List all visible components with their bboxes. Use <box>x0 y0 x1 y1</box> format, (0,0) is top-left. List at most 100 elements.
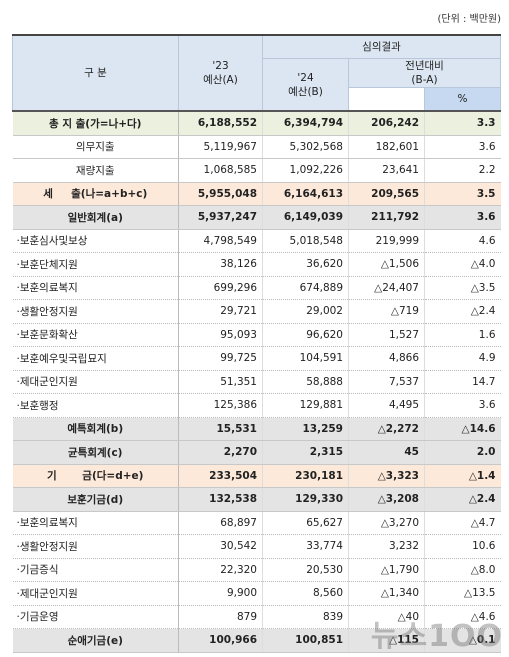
cell-value: 23,641 <box>348 158 425 183</box>
table-row: 재량지출 1,068,585 1,092,226 23,641 2.2 <box>12 158 501 183</box>
cell-value: △3.5 <box>424 276 501 300</box>
cell-value: 13,259 <box>262 417 349 441</box>
table-row: ·보훈심사및보상 4,798,549 5,018,548 219,999 4.6 <box>12 229 501 253</box>
cell-value: 45 <box>348 440 425 465</box>
cell-value: 7,537 <box>348 370 425 394</box>
cell-value: △719 <box>348 299 425 324</box>
cell-value: 3.6 <box>424 205 501 230</box>
cell-value: 100,966 <box>178 628 263 653</box>
watermark: 뉴스1OO <box>370 619 503 654</box>
cell-value: △0.1 <box>424 628 501 653</box>
cell-value: △1,340 <box>348 581 425 606</box>
cell-value: 14.7 <box>424 370 501 394</box>
cell-value: 104,591 <box>262 346 349 371</box>
table-row: ·보훈문화확산 95,093 96,620 1,527 1.6 <box>12 323 501 347</box>
cell-value: 95,093 <box>178 323 263 347</box>
table-row: ·보훈단체지원 38,126 36,620 △1,506 △4.0 <box>12 252 501 277</box>
cell-value: 1,527 <box>348 323 425 347</box>
cell-value: 125,386 <box>178 393 263 418</box>
cell-value: 209,565 <box>348 182 425 206</box>
header-cell: % <box>424 87 501 112</box>
cell-value: △3,323 <box>348 464 425 488</box>
cell-value: △1,790 <box>348 558 425 582</box>
row-label: 보훈기금(d) <box>12 487 179 512</box>
cell-value: 38,126 <box>178 252 263 277</box>
cell-value: △1,506 <box>348 252 425 277</box>
table-body: 총 지 출(가=나+다) 6,188,552 6,394,794 206,242 3.3… <box>12 110 501 653</box>
row-label: ·보훈예우및국립묘지 <box>12 346 179 371</box>
cell-value: 3.5 <box>424 182 501 206</box>
header-cell: 전년대비 (B-A) <box>348 58 501 88</box>
table-row: ·보훈의료복지 699,296 674,889 △24,407 △3.5 <box>12 276 501 300</box>
cell-value: 96,620 <box>262 323 349 347</box>
row-label: 순애기금(e) <box>12 628 179 653</box>
cell-value: 9,900 <box>178 581 263 606</box>
row-label: ·보훈심사및보상 <box>12 229 179 253</box>
table-row: ·보훈행정 125,386 129,881 4,495 3.6 <box>12 393 501 418</box>
cell-value: 211,792 <box>348 205 425 230</box>
cell-value: 4,495 <box>348 393 425 418</box>
cell-value: 3.3 <box>424 110 501 136</box>
cell-value: △24,407 <box>348 276 425 300</box>
cell-value: 182,601 <box>348 135 425 159</box>
cell-value: △13.5 <box>424 581 501 606</box>
cell-value: 30,542 <box>178 534 263 559</box>
table-row: ·생활안정지원 30,542 33,774 3,232 10.6 <box>12 534 501 559</box>
cell-value: 15,531 <box>178 417 263 441</box>
cell-value: 2.0 <box>424 440 501 465</box>
table-row: 균특회계(c) 2,270 2,315 45 2.0 <box>12 440 501 465</box>
cell-value: 6,188,552 <box>178 110 263 136</box>
cell-value: 4,798,549 <box>178 229 263 253</box>
table-row: ·생활안정지원 29,721 29,002 △719 △2.4 <box>12 299 501 324</box>
row-label: ·제대군인지원 <box>12 581 179 606</box>
row-label: 예특회계(b) <box>12 417 179 441</box>
row-label: ·보훈의료복지 <box>12 511 179 535</box>
cell-value: 2,270 <box>178 440 263 465</box>
row-label: 총 지 출(가=나+다) <box>12 110 179 136</box>
cell-value: 674,889 <box>262 276 349 300</box>
table-row: 일반회계(a) 5,937,247 6,149,039 211,792 3.6 <box>12 205 501 230</box>
cell-value: 6,394,794 <box>262 110 349 136</box>
cell-value: 68,897 <box>178 511 263 535</box>
cell-value: 129,881 <box>262 393 349 418</box>
budget-table: 구 분 '23 예산(A) 심의결과 '24 예산(B) 전년대비 (B-A) % 총… <box>12 34 501 653</box>
cell-value: 219,999 <box>348 229 425 253</box>
row-label: ·생활안정지원 <box>12 534 179 559</box>
cell-value: 3.6 <box>424 135 501 159</box>
table-row: ·제대군인지원 9,900 8,560 △1,340 △13.5 <box>12 581 501 606</box>
cell-value: 2,315 <box>262 440 349 465</box>
cell-value: △40 <box>348 605 425 629</box>
cell-value: 699,296 <box>178 276 263 300</box>
row-label: ·보훈문화확산 <box>12 323 179 347</box>
cell-value: 10.6 <box>424 534 501 559</box>
row-label: 기 금(다=d+e) <box>12 464 179 488</box>
cell-value: 233,504 <box>178 464 263 488</box>
table-row: ·기금증식 22,320 20,530 △1,790 △8.0 <box>12 558 501 582</box>
cell-value: 58,888 <box>262 370 349 394</box>
cell-value: 1,068,585 <box>178 158 263 183</box>
cell-value: 29,721 <box>178 299 263 324</box>
cell-value: 36,620 <box>262 252 349 277</box>
cell-value: 2.2 <box>424 158 501 183</box>
header-cell: '24 예산(B) <box>262 58 349 112</box>
cell-value: △14.6 <box>424 417 501 441</box>
cell-value: 5,018,548 <box>262 229 349 253</box>
row-label: ·생활안정지원 <box>12 299 179 324</box>
header-cell: '23 예산(A) <box>178 34 263 112</box>
row-label: 균특회계(c) <box>12 440 179 465</box>
header-cell: 심의결과 <box>262 34 501 59</box>
cell-value: 51,351 <box>178 370 263 394</box>
table-row: 기 금(다=d+e) 233,504 230,181 △3,323 △1.4 <box>12 464 501 488</box>
cell-value: 1.6 <box>424 323 501 347</box>
table-row: 보훈기금(d) 132,538 129,330 △3,208 △2.4 <box>12 487 501 512</box>
cell-value: 5,955,048 <box>178 182 263 206</box>
row-label: 일반회계(a) <box>12 205 179 230</box>
table-row: ·보훈의료복지 68,897 65,627 △3,270 △4.7 <box>12 511 501 535</box>
cell-value: △3,270 <box>348 511 425 535</box>
cell-value: 230,181 <box>262 464 349 488</box>
cell-value: 22,320 <box>178 558 263 582</box>
cell-value: 4.9 <box>424 346 501 371</box>
cell-value: △4.6 <box>424 605 501 629</box>
cell-value: 206,242 <box>348 110 425 136</box>
cell-value: 5,937,247 <box>178 205 263 230</box>
